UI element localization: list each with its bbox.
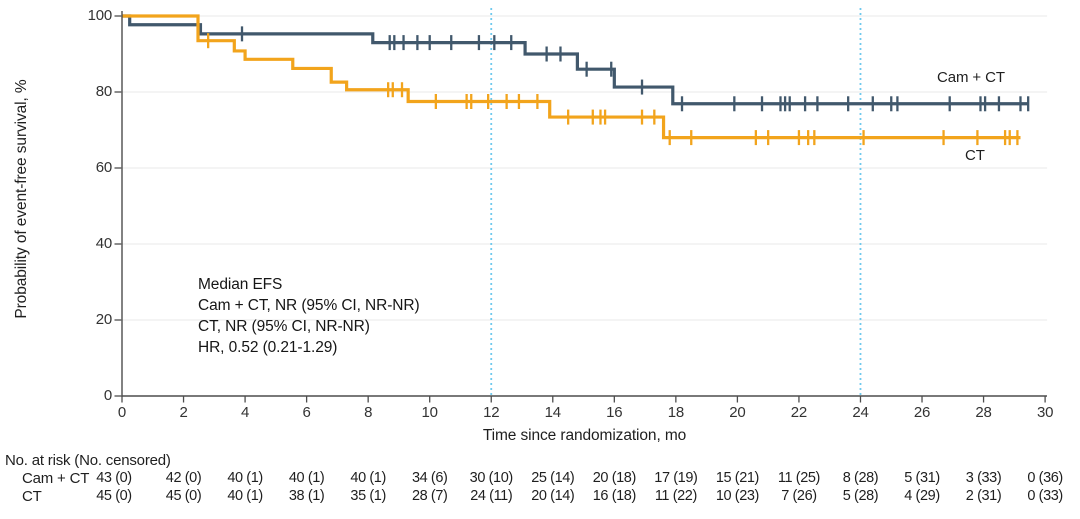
risk-value: 7 (26) bbox=[781, 488, 817, 504]
x-axis-title: Time since randomization, mo bbox=[482, 427, 687, 444]
risk-value: 2 (31) bbox=[965, 488, 1002, 504]
risk-value: 34 (6) bbox=[411, 470, 448, 486]
risk-value: 17 (19) bbox=[654, 470, 698, 486]
annotation-line-1: Cam + CT, NR (95% CI, NR-NR) bbox=[198, 297, 420, 314]
risk-value: 24 (11) bbox=[470, 488, 513, 504]
curve-label-ct: CT bbox=[965, 147, 985, 164]
risk-value: 45 (0) bbox=[96, 488, 132, 504]
x-tick-label-12: 12 bbox=[483, 404, 500, 421]
risk-value: 11 (22) bbox=[654, 488, 697, 504]
x-tick-label-22: 22 bbox=[790, 404, 808, 421]
x-tick-label-30: 30 bbox=[1036, 404, 1054, 421]
risk-value: 5 (28) bbox=[842, 488, 879, 504]
x-tick-label-18: 18 bbox=[667, 404, 684, 421]
x-tick-label-14: 14 bbox=[544, 404, 561, 421]
risk-value: 40 (1) bbox=[288, 470, 325, 486]
y-tick-label-60: 60 bbox=[95, 159, 112, 176]
risk-value: 8 (28) bbox=[842, 470, 879, 486]
x-tick-label-8: 8 bbox=[364, 404, 373, 421]
risk-value: 40 (1) bbox=[227, 470, 263, 486]
risk-value: 43 (0) bbox=[96, 470, 132, 486]
x-tick-label-26: 26 bbox=[913, 404, 931, 421]
risk-value: 30 (10) bbox=[469, 470, 514, 486]
risk-value: 0 (36) bbox=[1027, 470, 1063, 486]
y-tick-label-20: 20 bbox=[95, 311, 112, 328]
risk-value: 5 (31) bbox=[904, 470, 940, 486]
x-tick-label-10: 10 bbox=[421, 404, 438, 421]
risk-value: 40 (1) bbox=[227, 488, 263, 504]
x-tick-label-2: 2 bbox=[179, 404, 188, 421]
x-tick-label-24: 24 bbox=[852, 404, 869, 421]
y-tick-label-80: 80 bbox=[95, 83, 112, 100]
risk-value: 45 (0) bbox=[165, 488, 202, 504]
y-tick-label-0: 0 bbox=[103, 387, 112, 404]
annotation-line-3: HR, 0.52 (0.21-1.29) bbox=[198, 339, 338, 356]
risk-table-header: No. at risk (No. censored) bbox=[5, 452, 171, 469]
risk-value: 4 (29) bbox=[904, 488, 940, 504]
y-axis-title: Probability of event-free survival, % bbox=[13, 79, 30, 319]
x-tick-label-16: 16 bbox=[606, 404, 623, 421]
risk-value: 3 (33) bbox=[965, 470, 1002, 486]
risk-value: 20 (14) bbox=[531, 488, 575, 504]
x-tick-label-20: 20 bbox=[729, 404, 746, 421]
curve-label-cam-ct: Cam + CT bbox=[937, 69, 1005, 86]
risk-value: 28 (7) bbox=[411, 488, 448, 504]
risk-value: 16 (18) bbox=[592, 488, 637, 504]
x-tick-label-6: 6 bbox=[302, 404, 311, 421]
risk-row-label-cam-ct: Cam + CT bbox=[22, 470, 90, 487]
risk-value: 42 (0) bbox=[165, 470, 202, 486]
risk-value: 11 (25) bbox=[777, 470, 820, 486]
x-tick-label-28: 28 bbox=[975, 404, 992, 421]
risk-row-label-ct: CT bbox=[22, 488, 42, 505]
risk-value: 20 (18) bbox=[592, 470, 637, 486]
km-curve-cam-ct bbox=[122, 14, 1029, 106]
risk-value: 25 (14) bbox=[531, 470, 575, 486]
risk-value: 0 (33) bbox=[1027, 488, 1063, 504]
risk-value: 15 (21) bbox=[715, 470, 760, 486]
y-tick-label-100: 100 bbox=[87, 7, 113, 24]
median-efs-annotation: Median EFS Cam + CT, NR (95% CI, NR-NR) CT… bbox=[198, 274, 420, 358]
x-tick-label-4: 4 bbox=[241, 404, 250, 421]
annotation-line-0: Median EFS bbox=[198, 276, 283, 293]
risk-value: 35 (1) bbox=[350, 488, 386, 504]
risk-value: 10 (23) bbox=[715, 488, 760, 504]
annotation-line-2: CT, NR (95% CI, NR-NR) bbox=[198, 318, 370, 335]
risk-value: 40 (1) bbox=[350, 470, 386, 486]
risk-value: 38 (1) bbox=[288, 488, 325, 504]
km-curve-ct bbox=[122, 14, 1021, 140]
y-tick-label-40: 40 bbox=[95, 235, 112, 252]
x-tick-label-0: 0 bbox=[117, 404, 127, 421]
